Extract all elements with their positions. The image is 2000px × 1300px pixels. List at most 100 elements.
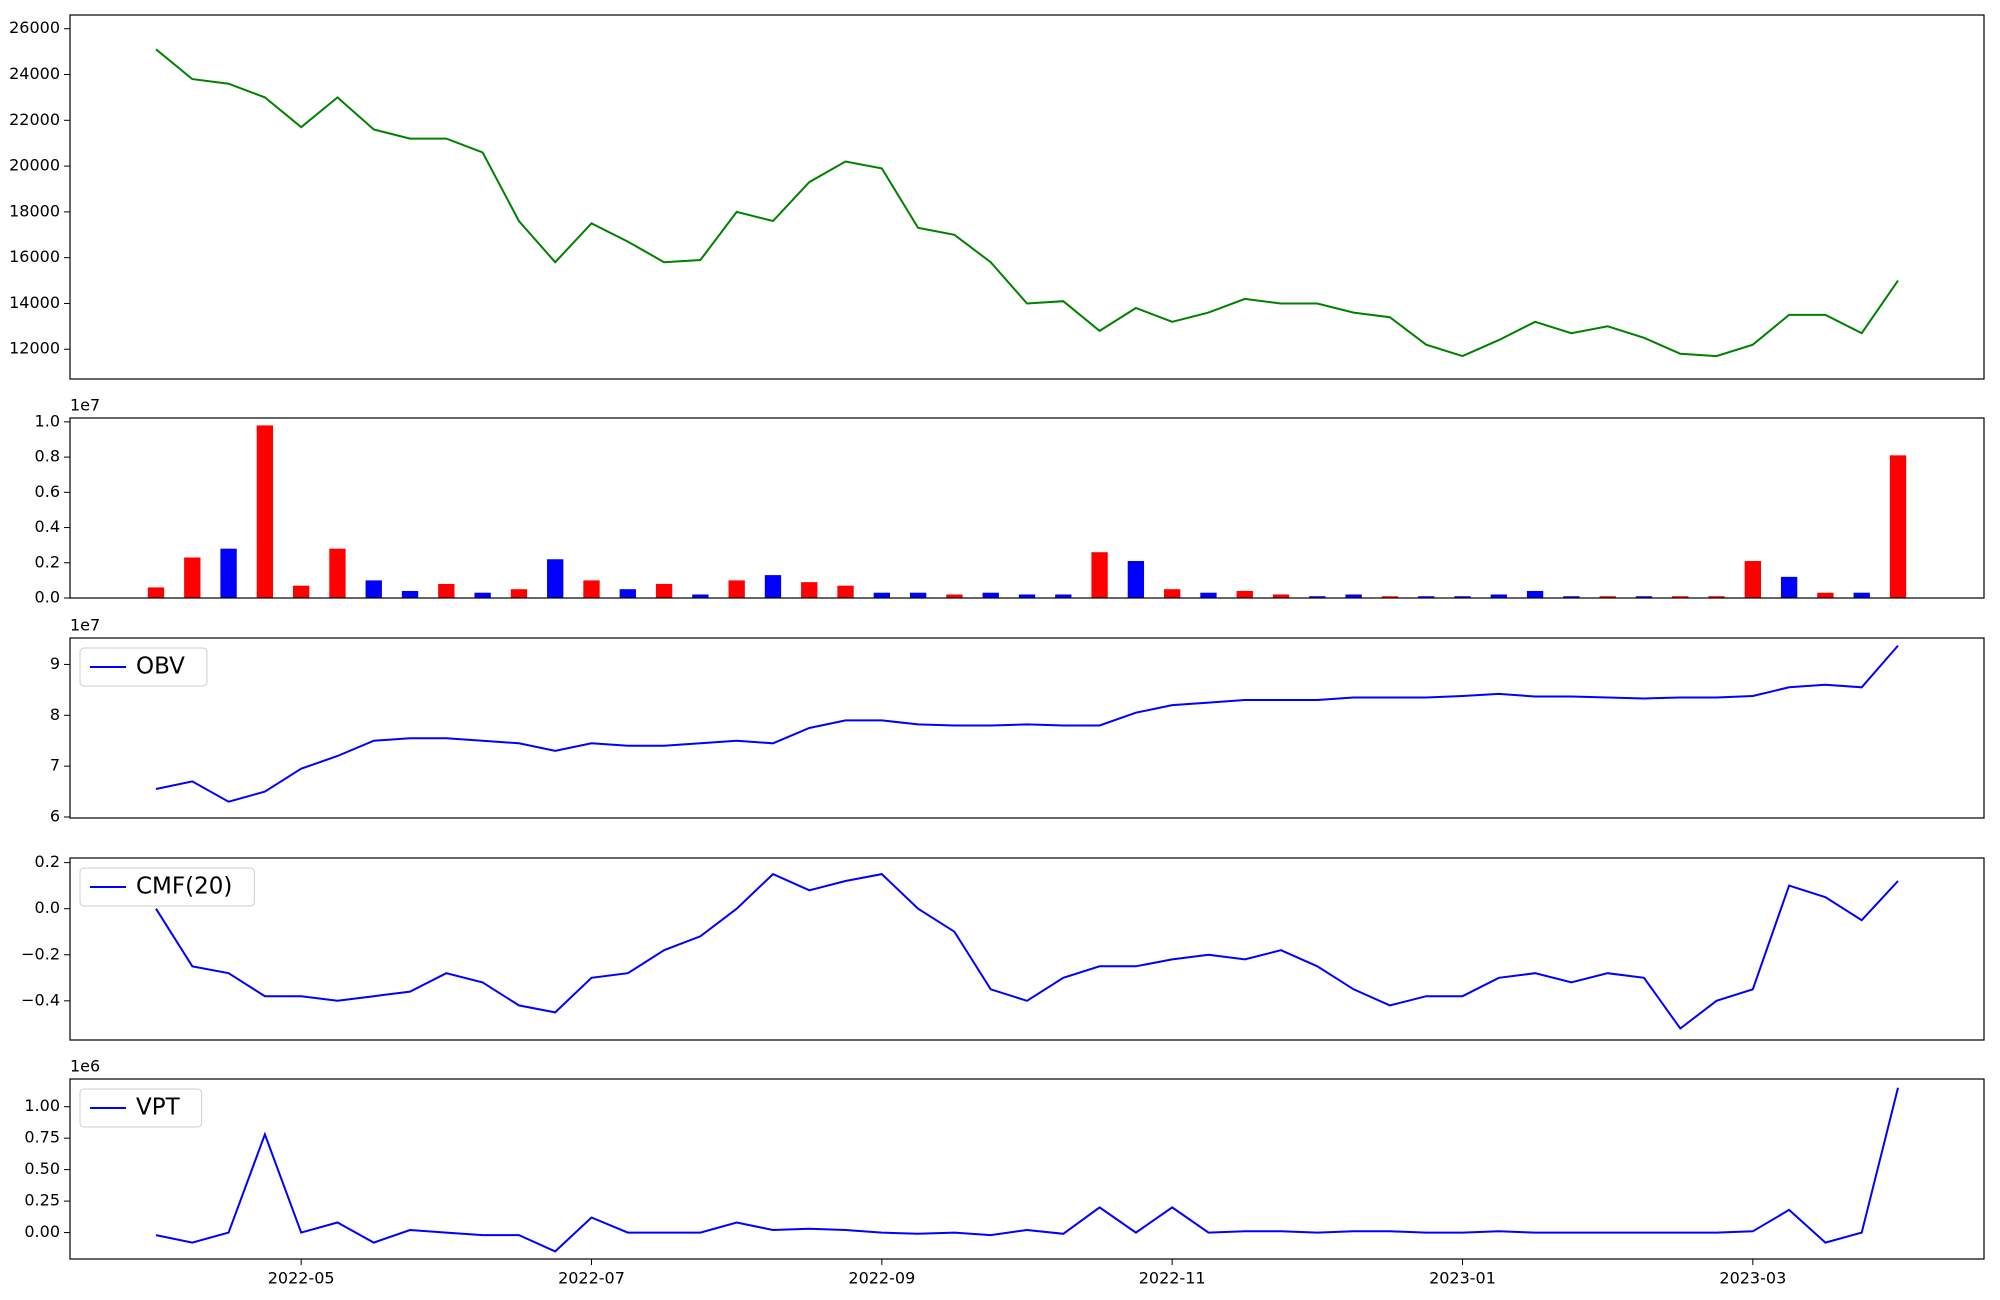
volume-bar [256, 425, 274, 598]
volume-bar [1490, 594, 1507, 598]
panel: −0.4 −0.2 0.0 0.2 CMF(20) [21, 852, 1985, 1041]
offset-text: 1e6 [70, 1057, 100, 1076]
volume-bar [1345, 594, 1362, 598]
offset-text: 1e7 [70, 616, 100, 635]
y-tick-label: 0.2 [35, 852, 60, 871]
axes-frame [69, 417, 1985, 599]
offset-text: 1e7 [70, 396, 100, 415]
x-tick-label: 2022-11 [1139, 1269, 1206, 1288]
data-line [155, 644, 1899, 803]
volume-bar [1526, 590, 1544, 598]
volume-bar [365, 580, 382, 598]
volume-bar [873, 592, 890, 598]
y-tick-label: 8 [50, 705, 60, 724]
x-tick-label: 2022-05 [268, 1269, 335, 1288]
y-tick-label: 22000 [9, 110, 60, 129]
axes-frame [69, 857, 1985, 1041]
legend-label: CMF(20) [136, 874, 232, 900]
panel: 0.0 0.2 0.4 0.6 0.8 1.0 1e7 [35, 396, 1985, 607]
volume-bar [728, 580, 745, 598]
volume-bar [1599, 596, 1616, 598]
y-tick-label: 9 [50, 654, 60, 673]
data-line [155, 872, 1899, 1030]
panel: 0.00 0.25 0.50 0.75 1.00 1e6 VPT 2022-05 2022-07… [24, 1057, 1985, 1288]
volume-bar [1635, 596, 1653, 598]
x-tick-label: 2023-03 [1719, 1269, 1786, 1288]
volume-bar [1889, 455, 1907, 598]
volume-bar [801, 582, 818, 598]
y-tick-label: 0.8 [35, 447, 60, 466]
volume-bar [329, 548, 346, 598]
panel: 6 7 8 9 1e7 OBV [50, 616, 1985, 825]
legend-label: VPT [136, 1095, 181, 1121]
volume-bar [401, 590, 419, 598]
y-tick-label: 14000 [9, 293, 60, 312]
y-tick-label: 0.50 [24, 1159, 60, 1178]
volume-bar [1309, 596, 1326, 598]
legend-box [79, 647, 208, 687]
panel: 12000 14000 16000 18000 20000 22000 24000 26000 [9, 14, 1985, 380]
volume-bar [184, 557, 201, 598]
volume-bar [1236, 590, 1253, 598]
axes-frame [69, 14, 1985, 380]
volume-bar [510, 589, 528, 598]
legend-label: OBV [136, 654, 185, 680]
y-tick-label: 7 [50, 756, 60, 775]
y-tick-label: 0.0 [35, 588, 60, 607]
volume-bar [1055, 594, 1072, 598]
volume-bar [1091, 552, 1108, 598]
y-tick-label: 24000 [9, 64, 60, 83]
volume-bar [147, 587, 165, 598]
axes-frame [69, 637, 1985, 819]
data-line [155, 1087, 1899, 1253]
legend: OBV [79, 647, 208, 687]
y-tick-label: 0.75 [24, 1128, 60, 1147]
y-tick-label: 1.00 [24, 1096, 60, 1115]
legend-box [79, 867, 255, 907]
volume-bar [1127, 561, 1145, 598]
volume-bar [1744, 561, 1761, 598]
y-tick-label: 18000 [9, 201, 60, 220]
legend: VPT [79, 1088, 203, 1128]
volume-bar [1164, 589, 1181, 598]
y-tick-label: 0.6 [35, 482, 60, 501]
volume-bar [1853, 592, 1870, 598]
volume-bar [909, 592, 927, 598]
volume-bar [474, 592, 491, 598]
y-tick-label: −0.4 [21, 990, 60, 1009]
axes-frame [69, 1078, 1985, 1260]
volume-bar [692, 594, 709, 598]
y-tick-label: 6 [50, 806, 60, 825]
volume-bar [438, 583, 455, 598]
y-tick-label: 20000 [9, 156, 60, 175]
volume-bar [1200, 592, 1217, 598]
volume-bar [1454, 596, 1471, 598]
y-tick-label: 1.0 [35, 411, 60, 430]
volume-bar [1780, 576, 1798, 598]
y-tick-label: 12000 [9, 339, 60, 358]
volume-bar [1672, 596, 1689, 598]
x-tick-label: 2022-09 [848, 1269, 915, 1288]
volume-bar [1018, 594, 1036, 598]
volume-bar [583, 580, 600, 598]
x-tick-label: 2022-07 [558, 1269, 625, 1288]
volume-bar [1817, 592, 1834, 598]
y-tick-label: −0.2 [21, 944, 60, 963]
volume-bar [837, 585, 854, 598]
volume-bar [1381, 596, 1399, 598]
legend: CMF(20) [79, 867, 255, 907]
y-tick-label: 0.25 [24, 1191, 60, 1210]
volume-bar [982, 592, 999, 598]
y-tick-label: 26000 [9, 18, 60, 37]
x-tick-label: 2023-01 [1429, 1269, 1496, 1288]
y-tick-label: 16000 [9, 247, 60, 266]
y-tick-label: 0.2 [35, 552, 60, 571]
volume-bar [1272, 594, 1290, 598]
volume-bar [293, 585, 310, 598]
volume-bar [547, 559, 564, 598]
volume-bar [619, 589, 636, 598]
y-tick-label: 0.00 [24, 1222, 60, 1241]
volume-bar [764, 575, 782, 598]
volume-bar [655, 583, 673, 598]
